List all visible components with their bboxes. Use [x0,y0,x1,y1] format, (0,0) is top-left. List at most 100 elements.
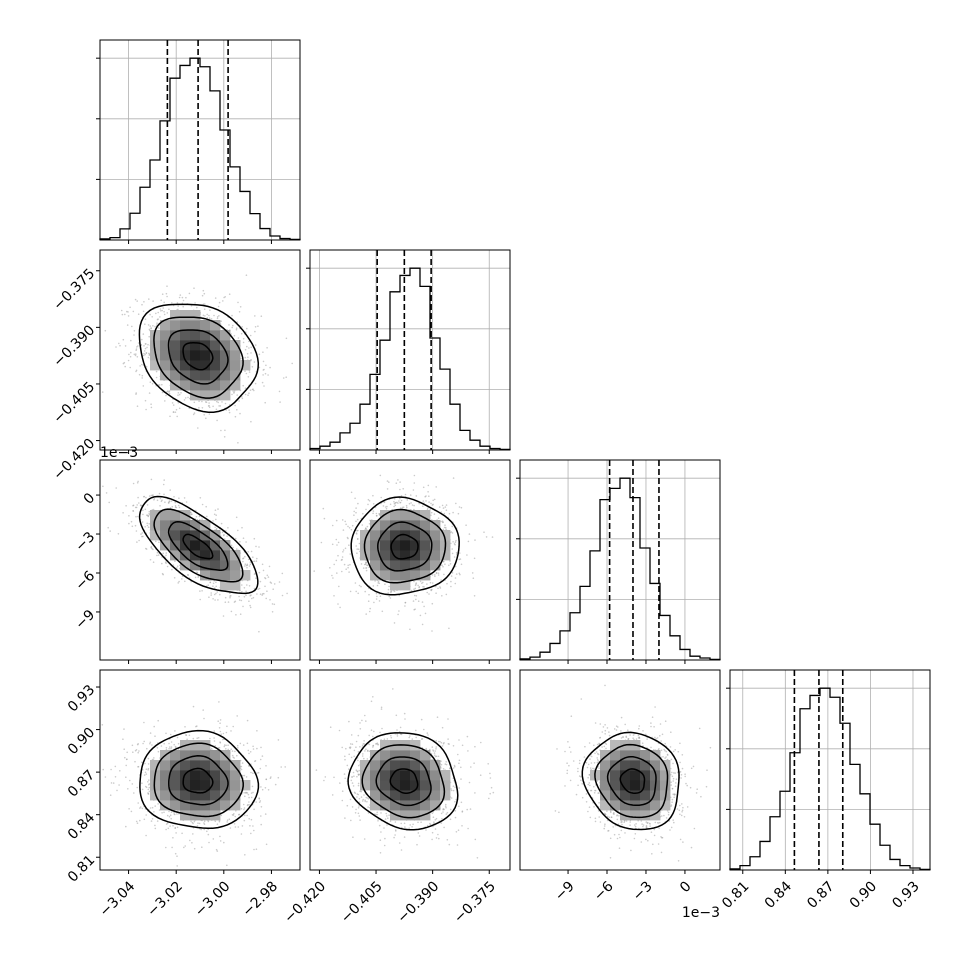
sample-point [253,537,256,540]
sample-point [214,587,216,589]
sample-point [266,590,268,592]
sample-point [349,743,352,745]
sample-point [250,346,252,349]
sample-point [160,310,162,312]
sample-point [421,601,424,603]
sample-point [304,567,306,569]
sample-point [335,519,338,522]
sample-point [197,427,199,429]
sample-point [355,507,357,509]
sample-point [601,731,604,733]
sample-point [490,786,493,789]
sample-point [245,372,248,375]
sample-point [457,512,460,515]
sample-point [234,826,237,828]
sample-point [372,585,375,587]
sample-point [331,574,333,577]
sample-point [260,815,262,817]
sample-point [165,828,167,831]
sample-point [374,580,376,582]
sample-point [590,755,593,758]
sample-point [178,580,180,583]
density-bin [390,560,401,571]
sample-point [136,405,139,408]
sample-point [620,716,623,719]
sample-point [450,797,453,799]
sample-point [633,824,636,826]
sample-point [455,798,458,801]
sample-point [241,397,244,400]
density-bin [180,320,191,331]
sample-point [599,821,602,823]
density-bin [420,770,431,781]
sample-point [126,758,128,760]
sample-point [415,598,417,601]
sample-point [377,580,380,583]
sample-point [141,532,144,534]
sample-point [228,293,231,296]
sample-point [383,738,386,740]
sample-point [144,347,147,350]
density-bin [440,780,451,791]
sample-point [136,482,139,484]
sample-point [130,351,132,354]
sample-point [164,400,166,402]
sample-point [393,500,395,503]
sample-point [247,749,250,752]
sample-point [467,540,470,543]
sample-point [213,513,216,516]
sample-point [173,496,175,498]
sample-point [254,760,256,763]
sample-point [174,813,176,816]
sample-point [218,727,221,729]
sample-point [233,601,236,603]
sample-point [356,518,359,521]
density-bin [410,560,421,571]
sample-point [674,785,677,788]
sample-point [665,756,667,758]
sample-point [259,758,262,761]
sample-point [124,365,126,368]
sample-point [142,310,145,313]
sample-point [678,809,681,812]
sample-point [206,830,208,833]
density-bin [240,780,251,791]
sample-point [214,820,217,823]
sample-point [485,536,488,538]
density-bin [170,360,181,371]
density-bin [420,810,431,821]
sample-point [213,730,215,732]
sample-point [147,781,149,783]
sample-point [450,789,453,792]
sample-point [185,734,187,736]
density-bin [210,320,221,331]
sample-point [236,394,238,396]
sample-point [183,399,186,401]
sample-point [260,315,263,318]
sample-point [199,590,201,592]
sample-point [646,738,648,740]
sample-point [359,722,361,724]
sample-point [587,783,589,786]
sample-point [156,322,158,325]
density-bin [230,770,241,781]
sample-point [248,600,250,602]
sample-point [412,489,415,491]
sample-point [149,558,152,561]
sample-point [178,506,181,509]
sample-point [170,741,173,743]
sample-point [139,504,142,507]
sample-point [163,313,166,316]
sample-point [161,309,163,312]
sample-point [351,806,354,808]
sample-point [360,585,362,588]
sample-point [566,772,568,775]
sample-point [180,392,182,394]
sample-point [349,590,352,593]
density-bin [160,520,171,531]
sample-point [373,601,375,604]
density-bin [220,790,231,801]
sample-point [258,587,261,590]
sample-point [204,401,207,403]
sample-point [195,509,197,512]
